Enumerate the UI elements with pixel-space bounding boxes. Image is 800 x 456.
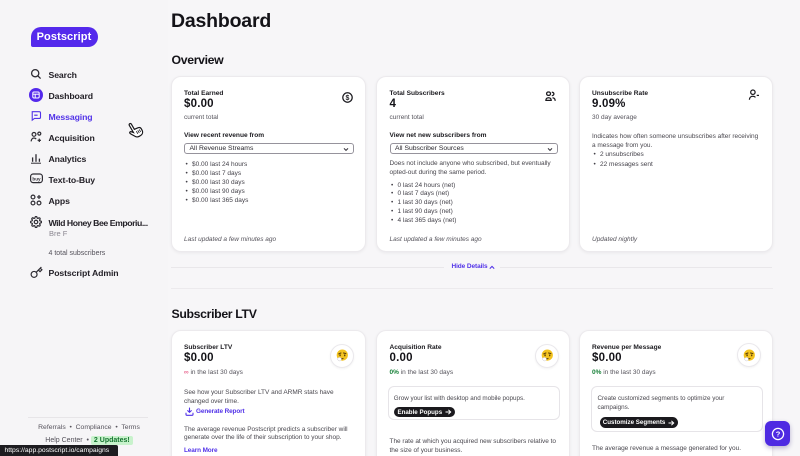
svg-text:buy: buy <box>32 176 41 181</box>
svg-text:?: ? <box>776 429 781 438</box>
svg-text:$: $ <box>345 95 349 102</box>
